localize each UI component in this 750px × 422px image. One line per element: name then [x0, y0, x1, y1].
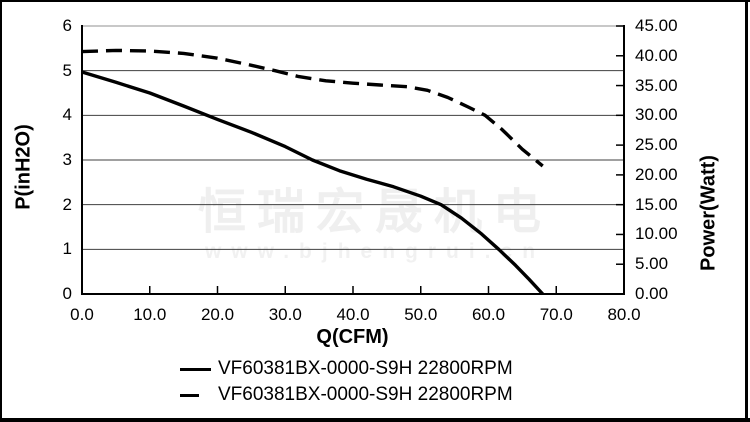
outer-border-left	[0, 0, 2, 422]
solid-line-sample-icon	[180, 367, 218, 371]
y-right-tick-label: 15.00	[635, 194, 678, 214]
y-left-tick-label: 1	[62, 239, 72, 259]
y-right-tick-label: 45.00	[635, 16, 678, 35]
watermark-website-url: www.bjhengrui.cn	[204, 240, 546, 263]
y-right-tick-label: 10.00	[635, 224, 678, 244]
watermark-company-name: 恒瑞宏晟机电	[197, 186, 552, 239]
outer-border-bottom	[0, 418, 750, 422]
x-tick-label: 80.0	[607, 305, 641, 324]
legend-label: VF60381BX-0000-S9H 22800RPM	[218, 384, 513, 405]
y-right-tick-label: 0.00	[635, 284, 669, 303]
y-right-tick-label: 20.00	[635, 164, 678, 184]
y-right-tick-label: 5.00	[635, 254, 669, 274]
y-left-tick-label: 3	[62, 150, 72, 169]
y-left-tick-label: 0	[62, 284, 72, 303]
outer-border-right	[745, 0, 748, 422]
y-right-tick-label: 35.00	[635, 75, 678, 95]
y-right-axis-title: Power(Watt)	[697, 155, 720, 271]
dashed-line-sample-icon	[180, 393, 218, 397]
legend-item-pressure-curve: VF60381BX-0000-S9H 22800RPM	[180, 356, 513, 382]
y-left-axis-title: P(inH2O)	[12, 124, 35, 210]
chart-legend: VF60381BX-0000-S9H 22800RPM VF60381BX-00…	[180, 356, 513, 408]
y-left-tick-label: 4	[62, 105, 72, 125]
power-curve	[81, 48, 544, 168]
y-left-tick-label: 6	[62, 16, 72, 35]
y-left-tick-label: 5	[62, 60, 72, 80]
legend-item-power-curve: VF60381BX-0000-S9H 22800RPM	[180, 382, 513, 408]
x-tick-label: 70.0	[539, 305, 573, 324]
x-tick-label: 60.0	[471, 305, 506, 324]
x-tick-label: 20.0	[200, 305, 235, 324]
pressure-curve	[81, 70, 544, 296]
outer-border-top	[0, 0, 750, 2]
x-axis-title: Q(CFM)	[316, 326, 389, 348]
x-tick-label: 30.0	[268, 305, 302, 324]
y-left-tick-label: 2	[62, 194, 72, 214]
y-right-tick-label: 40.00	[635, 45, 678, 65]
x-tick-label: 40.0	[336, 305, 370, 324]
legend-label: VF60381BX-0000-S9H 22800RPM	[218, 358, 513, 379]
x-tick-label: 0.0	[70, 305, 94, 324]
x-tick-label: 50.0	[404, 305, 438, 324]
y-right-tick-label: 25.00	[635, 135, 678, 155]
y-right-tick-label: 30.00	[635, 105, 678, 125]
x-tick-label: 10.0	[133, 305, 167, 324]
